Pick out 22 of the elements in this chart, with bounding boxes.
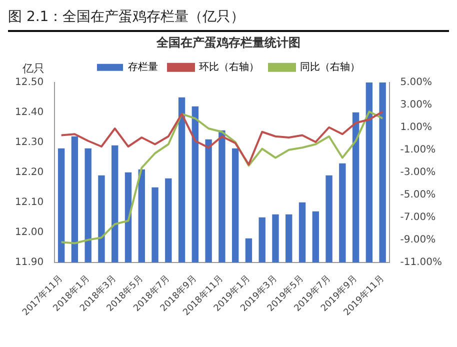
y-tick-label: 12.50 — [14, 76, 44, 88]
y2-tick-label: 3.00% — [400, 99, 432, 110]
y2-tick-label: -5.00% — [400, 189, 436, 200]
y-tick-label: 12.20 — [14, 166, 44, 178]
y-tick-label: 12.30 — [14, 136, 44, 148]
y2-tick-label: -11.00% — [400, 256, 442, 268]
y-tick-label: 12.40 — [14, 106, 44, 118]
chart-subtitle: 全国在产蛋鸡存栏量统计图 — [156, 35, 300, 50]
legend-label: 存栏量 — [128, 60, 158, 73]
y-tick-label: 12.10 — [14, 196, 44, 208]
y2-tick-label: -3.00% — [400, 166, 436, 178]
y-axis-title: 亿只 — [22, 62, 45, 75]
y2-tick-label: -1.00% — [400, 144, 436, 156]
legend-label: 同比（右轴） — [300, 60, 360, 73]
chart-title: 图 2.1：全国在产蛋鸡存栏量（亿只） — [8, 8, 246, 27]
y2-tick-label: -9.00% — [400, 234, 436, 246]
y-tick-label: 11.90 — [14, 256, 44, 268]
y2-tick-label: -7.00% — [400, 212, 436, 223]
legend-label: 环比（右轴） — [199, 60, 259, 73]
y2-tick-label: 5.00% — [400, 76, 432, 88]
y-tick-label: 12.00 — [14, 226, 44, 238]
y2-tick-label: 1.00% — [400, 122, 432, 133]
